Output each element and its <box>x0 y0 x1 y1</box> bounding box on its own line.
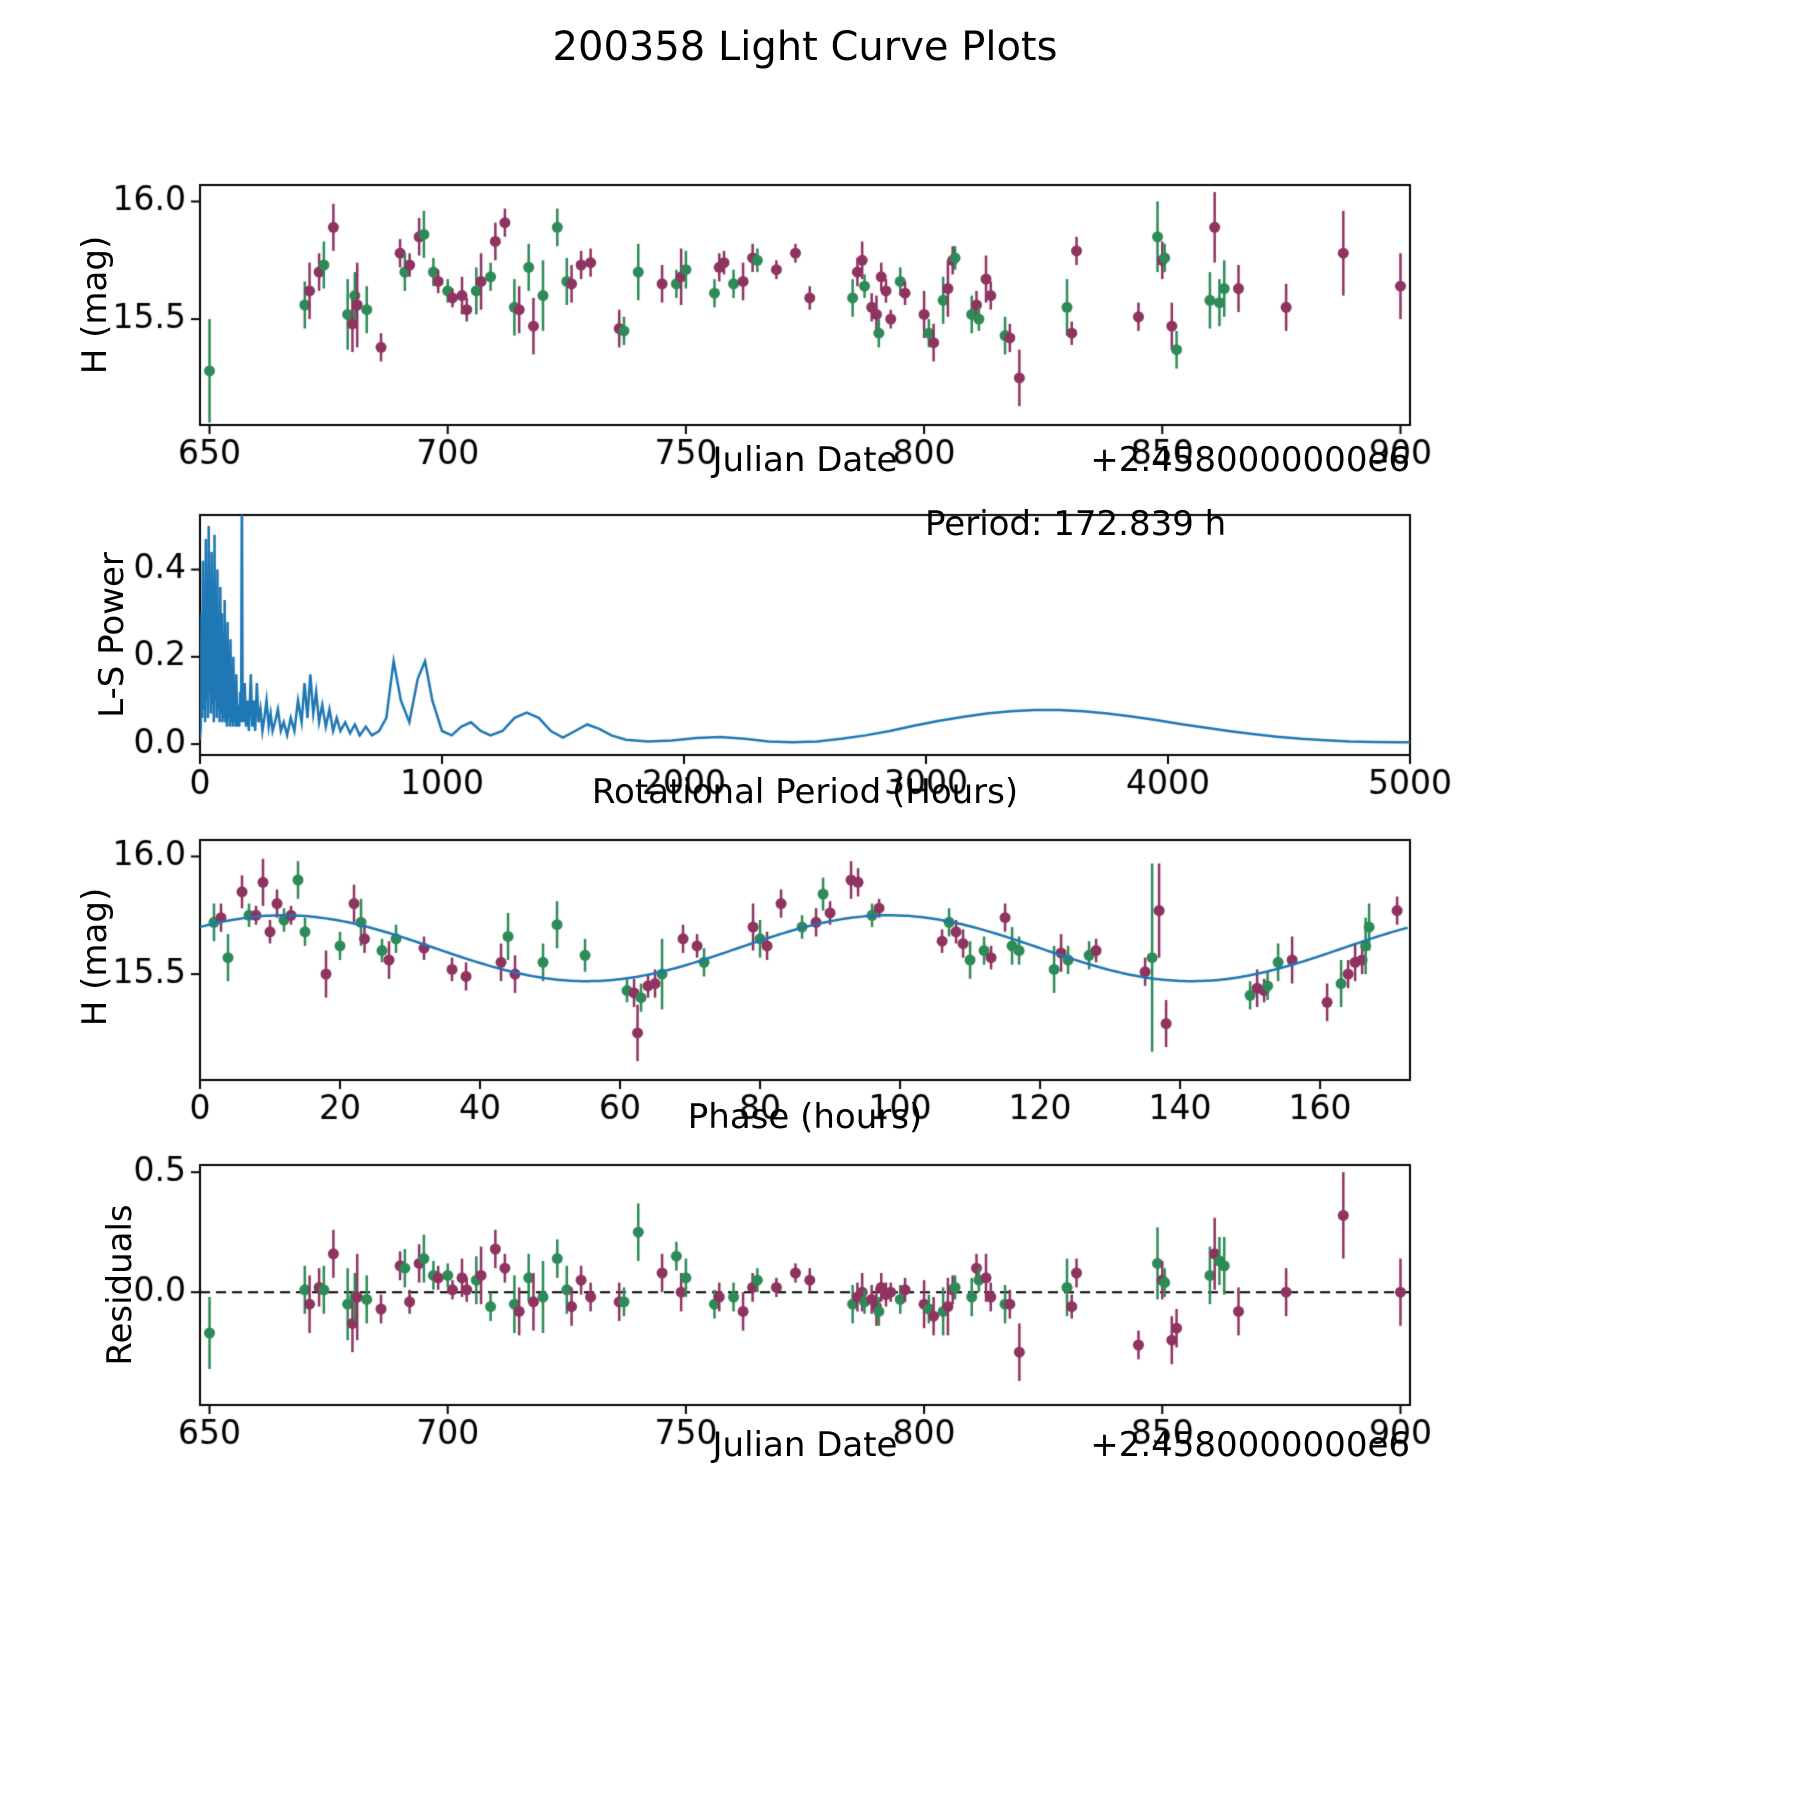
periodogram-ylabel: L-S Power <box>92 552 132 718</box>
figure-title: 200358 Light Curve Plots <box>552 24 1058 70</box>
lightcurve-xlabel: Julian Date <box>712 440 898 480</box>
lightcurve-ylabel: H (mag) <box>75 235 115 375</box>
residuals-x-offset-text: +2.4580000000e6 <box>1090 1425 1410 1465</box>
lightcurve-x-offset-text: +2.4580000000e6 <box>1090 440 1410 480</box>
periodogram-xlabel: Rotational Period (Hours) <box>591 772 1019 812</box>
period-annotation: Period: 172.839 h <box>925 504 1227 544</box>
phase-xlabel: Phase (hours) <box>687 1097 923 1137</box>
residuals-ylabel: Residuals <box>100 1204 140 1366</box>
residuals-xlabel: Julian Date <box>712 1425 898 1465</box>
phase-ylabel: H (mag) <box>75 887 115 1027</box>
